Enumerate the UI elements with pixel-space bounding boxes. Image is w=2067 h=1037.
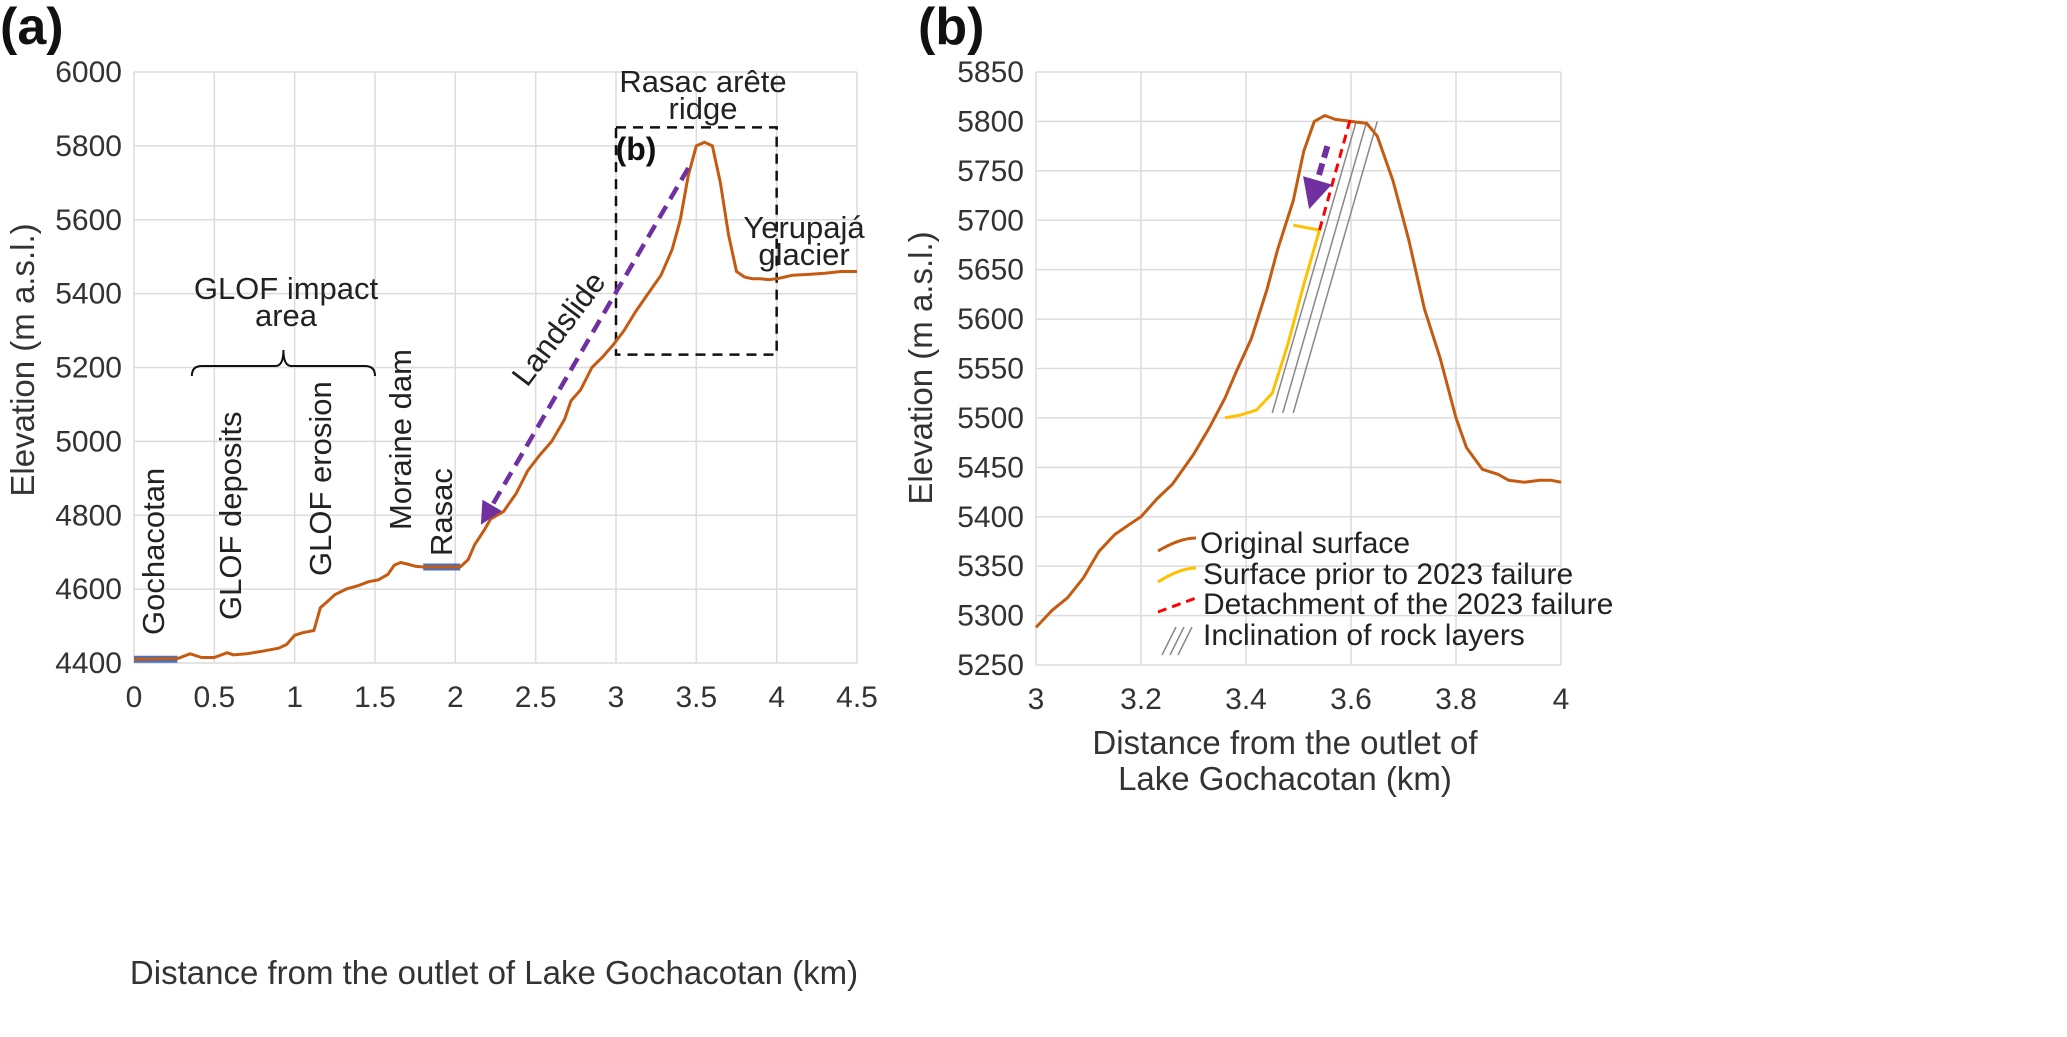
panel-a-highlight-segments	[134, 563, 461, 663]
glof-impact-brace	[190, 349, 376, 377]
annotation-glof-erosion: GLOF erosion	[303, 381, 338, 576]
y-tick-label: 5850	[957, 56, 1024, 89]
panel-a-y-ticks: 4400 4600 4800 5000 5200 5400 5600 5800 6000	[55, 56, 122, 680]
annotation-rasac: Rasac	[424, 468, 459, 556]
y-tick-label: 5250	[957, 649, 1024, 682]
panel-b-x-ticks: 3 3.2 3.4 3.6 3.8 4	[1028, 683, 1570, 716]
annotation-glof-impact-line2: area	[255, 298, 318, 333]
series-line-elevation	[133, 140, 857, 661]
panel-b-y-axis-title: Elevation (m a.s.l.)	[902, 231, 939, 504]
annotation-yerupaja-line1: Yerupajá	[743, 210, 865, 245]
series-line-prior-surface	[1224, 223, 1321, 420]
y-tick-label: 5200	[55, 352, 122, 385]
annotation-glof-deposits: GLOF deposits	[213, 412, 248, 620]
y-tick-label: 5400	[957, 501, 1024, 534]
annotation-gochacotan: Gochacotan	[136, 468, 171, 635]
legend-swatch-original	[1157, 536, 1197, 553]
panel-a: (a) 4400 4600 4800 5000 5200 5400 5600 5800 6000…	[0, 0, 878, 991]
y-tick-label: 5800	[957, 105, 1024, 138]
rock-layer-line	[1292, 121, 1378, 414]
legend-item-rock-layers: Inclination of rock layers	[1203, 619, 1525, 652]
panel-b-lines	[1034, 114, 1562, 629]
rock-layer-line	[1282, 121, 1368, 414]
y-tick-label: 5650	[957, 254, 1024, 287]
y-tick-label: 4800	[55, 499, 122, 532]
legend-swatch-prior	[1157, 566, 1197, 584]
landslide-arrow	[480, 166, 691, 525]
x-tick-label: 3	[1028, 683, 1045, 716]
rock-layer-line	[1271, 121, 1357, 414]
y-tick-label: 5700	[957, 204, 1024, 237]
annotation-arete-line2: ridge	[669, 91, 738, 126]
annotation-arete-line1: Rasac arête	[619, 64, 786, 99]
panel-a-x-axis-title: Distance from the outlet of Lake Gochaco…	[130, 954, 858, 991]
y-tick-label: 5450	[957, 451, 1024, 484]
annotation-yerupaja-line2: glacier	[758, 237, 849, 272]
series-line-original-surface	[1034, 114, 1562, 629]
y-tick-label: 5500	[957, 402, 1024, 435]
legend-swatch-detachment	[1157, 596, 1197, 614]
y-tick-label: 5600	[957, 303, 1024, 336]
panel-a-lines	[133, 140, 857, 661]
panel-b-label: (b)	[918, 0, 984, 56]
x-tick-label: 3	[608, 681, 625, 714]
x-tick-label: 3.8	[1435, 683, 1477, 716]
x-tick-label: 0	[126, 681, 143, 714]
legend-item-detachment: Detachment of the 2023 failure	[1203, 588, 1613, 621]
failure-arrow	[1303, 145, 1332, 210]
panel-b-y-ticks: 5250 5300 5350 5400 5450 5500 5550 5600 5650 5700…	[957, 56, 1024, 682]
series-line-detachment	[1318, 116, 1353, 231]
panel-a-label: (a)	[0, 0, 64, 56]
panel-a-inset-box	[614, 126, 778, 356]
panel-b: (b) 5250 5300 5350 5400 5450 5500 5550 5600 5650…	[902, 0, 1613, 797]
panel-b-x-axis-title-line1: Distance from the outlet of	[1092, 724, 1478, 761]
y-tick-label: 5750	[957, 155, 1024, 188]
panel-a-y-axis-title: Elevation (m a.s.l.)	[4, 223, 41, 496]
y-tick-label: 4400	[55, 647, 122, 680]
y-tick-label: 5000	[55, 425, 122, 458]
panel-b-arrow	[1303, 145, 1332, 210]
legend-swatch-rock-2	[1169, 626, 1185, 656]
y-tick-label: 5300	[957, 600, 1024, 633]
x-tick-label: 4	[768, 681, 785, 714]
panel-b-x-axis-title-line2: Lake Gochacotan (km)	[1118, 760, 1452, 797]
annotation-moraine-dam: Moraine dam	[383, 349, 418, 530]
rock-layer-lines	[1271, 121, 1378, 414]
legend-item-prior: Surface prior to 2023 failure	[1203, 558, 1573, 591]
x-tick-label: 3.5	[675, 681, 717, 714]
x-tick-label: 0.5	[193, 681, 235, 714]
x-tick-label: 3.4	[1225, 683, 1267, 716]
y-tick-label: 5550	[957, 353, 1024, 386]
y-tick-label: 5600	[55, 204, 122, 237]
legend-item-original: Original surface	[1200, 527, 1410, 560]
panel-a-grid	[133, 71, 858, 664]
annotation-glof-impact-line1: GLOF impact	[194, 271, 379, 306]
inset-box-label: (b)	[616, 131, 657, 167]
y-tick-label: 5800	[55, 130, 122, 163]
legend-swatch-rock-1	[1161, 626, 1177, 656]
panel-b-legend: Original surface Surface prior to 2023 f…	[1157, 527, 1613, 656]
x-tick-label: 3.2	[1120, 683, 1162, 716]
x-tick-label: 3.6	[1330, 683, 1372, 716]
glof-impact-brace-path	[190, 349, 376, 377]
x-tick-label: 1	[286, 681, 303, 714]
x-tick-label: 1.5	[354, 681, 396, 714]
panel-b-grid	[1035, 71, 1562, 666]
y-tick-label: 5400	[55, 278, 122, 311]
x-tick-label: 4.5	[836, 681, 878, 714]
y-tick-label: 4600	[55, 573, 122, 606]
legend-swatch-rock-3	[1177, 626, 1193, 656]
x-tick-label: 2	[447, 681, 464, 714]
y-tick-label: 5350	[957, 550, 1024, 583]
panel-a-arrow	[480, 166, 691, 525]
inset-box-rect	[614, 126, 778, 356]
x-tick-label: 4	[1553, 683, 1570, 716]
x-tick-label: 2.5	[515, 681, 557, 714]
panel-a-x-ticks: 0 0.5 1 1.5 2 2.5 3 3.5 4 4.5	[126, 681, 878, 714]
y-tick-label: 6000	[55, 56, 122, 89]
